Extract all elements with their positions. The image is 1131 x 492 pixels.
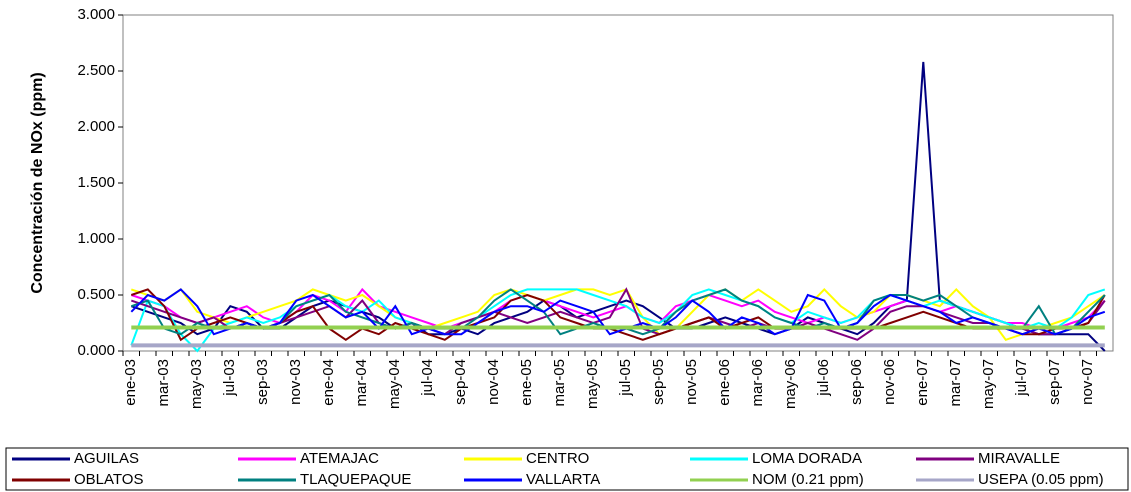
x-tick-label: may-05 [584, 359, 601, 409]
x-tick-label: ene-04 [320, 359, 337, 406]
x-tick-label: jul-04 [419, 359, 436, 397]
x-tick-label: sep-07 [1046, 359, 1063, 405]
series-line [130, 288, 1106, 353]
x-tick-label: nov-03 [287, 359, 304, 405]
y-tick-label: 2.500 [77, 62, 115, 79]
legend-label: OBLATOS [74, 471, 143, 488]
x-tick-label: jul-05 [617, 359, 634, 397]
x-tick-label: sep-06 [848, 359, 865, 405]
x-tick-label: ene-07 [914, 359, 931, 406]
legend-label: LOMA DORADA [752, 450, 862, 467]
legend-label: USEPA (0.05 ppm) [978, 471, 1104, 488]
legend-label: MIRAVALLE [978, 450, 1060, 467]
x-tick-label: may-07 [980, 359, 997, 409]
x-tick-label: mar-03 [155, 359, 172, 407]
x-tick-label: ene-05 [518, 359, 535, 406]
y-tick-label: 1.500 [77, 174, 115, 191]
x-tick-label: jul-06 [815, 359, 832, 397]
series-line [130, 288, 1106, 336]
x-tick-label: may-04 [386, 359, 403, 409]
x-tick-label: sep-03 [254, 359, 271, 405]
legend-label: TLAQUEPAQUE [300, 471, 411, 488]
legend-label: CENTRO [526, 450, 589, 467]
x-tick-label: nov-04 [485, 359, 502, 405]
x-tick-label: mar-04 [353, 359, 370, 407]
x-tick-label: ene-03 [122, 359, 139, 406]
x-tick-label: nov-05 [683, 359, 700, 405]
x-tick-label: mar-07 [947, 359, 964, 407]
x-tick-label: nov-07 [1079, 359, 1096, 405]
legend-label: NOM (0.21 ppm) [752, 471, 864, 488]
y-tick-label: 1.000 [77, 230, 115, 247]
x-tick-label: sep-04 [452, 359, 469, 405]
y-tick-label: 2.000 [77, 118, 115, 135]
y-axis-title: Concentración de NOx (ppm) [29, 72, 46, 293]
legend-label: VALLARTA [526, 471, 600, 488]
legend-label: ATEMAJAC [300, 450, 379, 467]
x-tick-label: ene-06 [716, 359, 733, 406]
series-line [130, 287, 1106, 341]
x-tick-label: jul-07 [1013, 359, 1030, 397]
y-tick-label: 0.000 [77, 342, 115, 359]
plot-area [122, 14, 1114, 352]
x-tick-label: jul-03 [221, 359, 238, 397]
legend [5, 447, 1129, 491]
x-tick-label: mar-06 [749, 359, 766, 407]
y-tick-label: 3.000 [77, 6, 115, 23]
x-tick-label: mar-05 [551, 359, 568, 407]
x-tick-label: sep-05 [650, 359, 667, 405]
y-tick-label: 0.500 [77, 286, 115, 303]
x-tick-label: may-03 [188, 359, 205, 409]
x-tick-label: may-06 [782, 359, 799, 409]
legend-label: AGUILAS [74, 450, 139, 467]
x-tick-label: nov-06 [881, 359, 898, 405]
